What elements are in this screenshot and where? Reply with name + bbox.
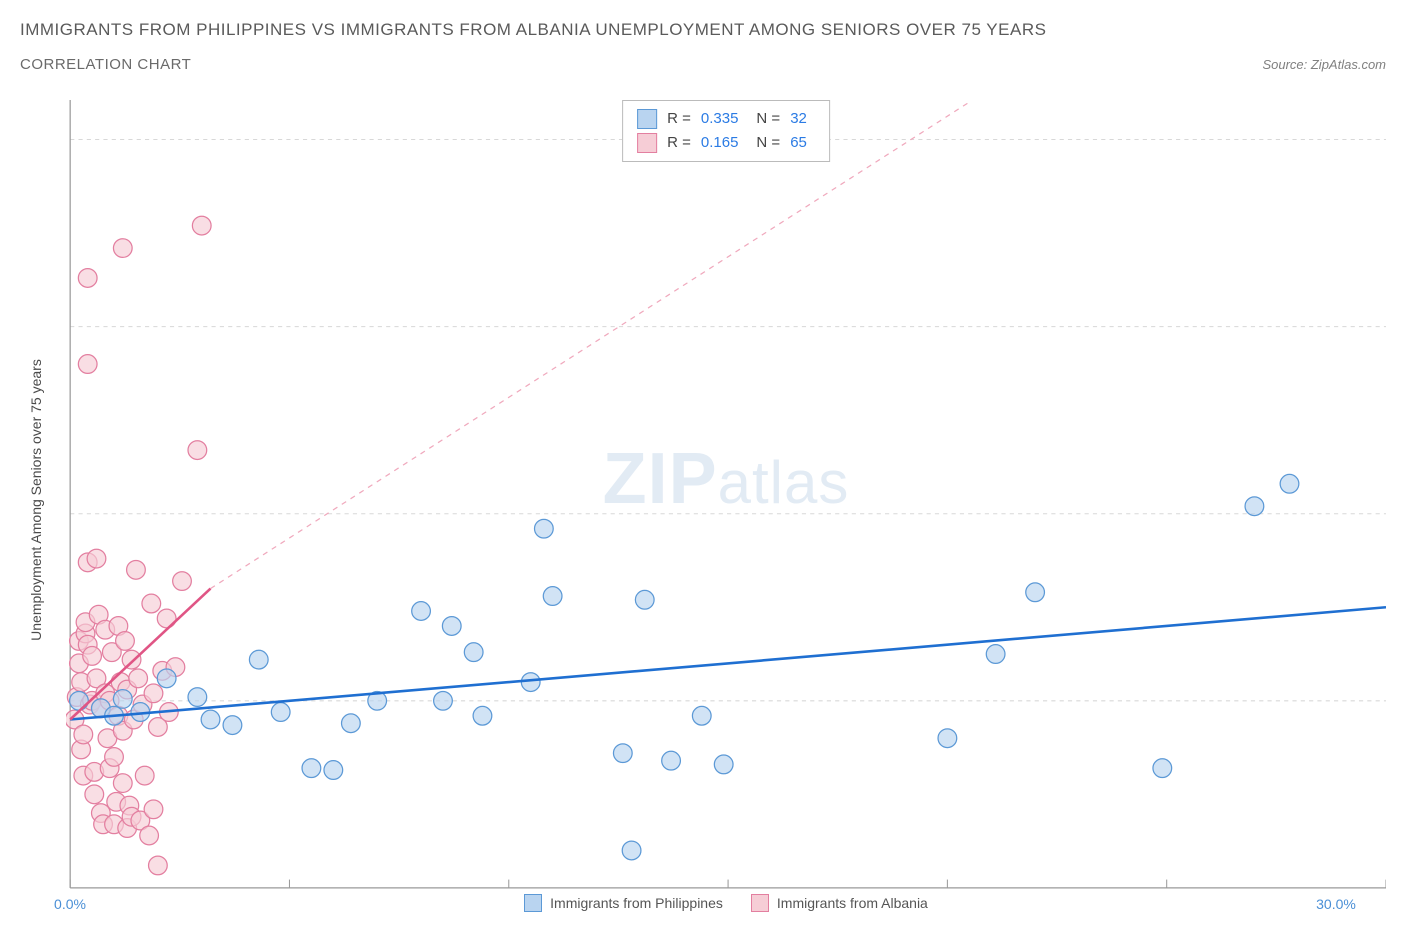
stat-r-label: R = [667, 107, 691, 131]
stat-legend-row: R = 0.335 N = 32 [637, 107, 815, 131]
legend-swatch [524, 894, 542, 912]
stat-legend-row: R = 0.165 N = 65 [637, 131, 815, 155]
legend-item: Immigrants from Philippines [524, 894, 723, 912]
legend-swatch [637, 109, 657, 129]
chart-title: IMMIGRANTS FROM PHILIPPINES VS IMMIGRANT… [20, 18, 1386, 42]
stat-r-value: 0.165 [701, 131, 739, 155]
stat-n-label: N = [756, 131, 780, 155]
scatter-plot [66, 100, 1386, 890]
legend-swatch [637, 133, 657, 153]
stat-n-value: 32 [790, 107, 807, 131]
legend-label: Immigrants from Albania [777, 895, 928, 911]
chart-area: Unemployment Among Seniors over 75 years… [66, 100, 1386, 890]
x-tick-label: 0.0% [54, 896, 86, 912]
stat-r-label: R = [667, 131, 691, 155]
stat-r-value: 0.335 [701, 107, 739, 131]
y-axis-label: Unemployment Among Seniors over 75 years [28, 359, 44, 641]
stat-n-label: N = [756, 107, 780, 131]
bottom-legend: Immigrants from Philippines Immigrants fr… [66, 894, 1386, 912]
x-tick-label: 30.0% [1316, 896, 1356, 912]
legend-label: Immigrants from Philippines [550, 895, 723, 911]
stat-n-value: 65 [790, 131, 807, 155]
legend-swatch [751, 894, 769, 912]
source-label: Source: ZipAtlas.com [1262, 57, 1386, 72]
legend-item: Immigrants from Albania [751, 894, 928, 912]
stat-legend: R = 0.335 N = 32 R = 0.165 N = 65 [622, 100, 830, 162]
chart-subtitle: CORRELATION CHART [20, 56, 191, 73]
